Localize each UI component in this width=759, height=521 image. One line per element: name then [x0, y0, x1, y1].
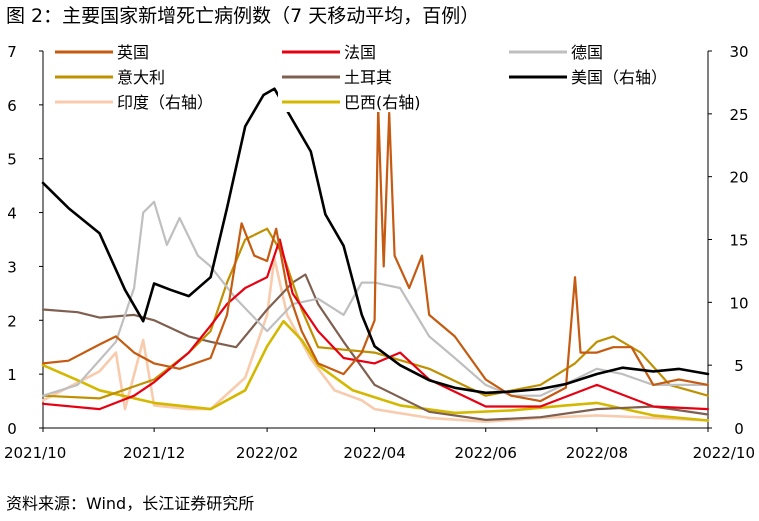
x-tick-label: 2022/08 — [566, 444, 628, 462]
legend-backdrop — [51, 42, 227, 62]
y-left-tick-label: 6 — [7, 97, 17, 115]
source-note: 资料来源：Wind，长江证券研究所 — [6, 494, 255, 513]
y-right-tick-label: 10 — [729, 294, 748, 312]
legend-backdrop — [505, 42, 681, 62]
series-line-5 — [41, 87, 710, 395]
legend-label: 美国（右轴） — [571, 68, 667, 87]
x-tick-label: 2022/06 — [455, 444, 517, 462]
legend-label: 法国 — [344, 43, 376, 62]
x-tick-label: 2022/10 — [693, 444, 755, 462]
series-line-6 — [41, 257, 710, 424]
chart-title: 图 2：主要国家新增死亡病例数（7 天移动平均，百例） — [6, 5, 480, 27]
y-left-tick-label: 3 — [7, 258, 17, 276]
x-tick-label: 2022/04 — [343, 444, 405, 462]
y-left-tick-label: 0 — [7, 420, 17, 438]
legend-label: 德国 — [571, 43, 603, 62]
y-left-tick-label: 4 — [7, 205, 17, 223]
y-right-tick-label: 30 — [729, 43, 748, 61]
y-left-tick-label: 7 — [7, 43, 17, 61]
series-line-2 — [41, 200, 710, 397]
y-right-tick-label: 15 — [729, 232, 748, 250]
legend-backdrop — [278, 92, 454, 112]
x-tick-label: 2021/12 — [123, 444, 185, 462]
y-left-tick-label: 2 — [7, 312, 17, 330]
x-tick-label: 2022/02 — [236, 444, 298, 462]
legend-backdrop — [505, 67, 681, 87]
series-line-3 — [41, 227, 710, 400]
legend-label: 印度（右轴） — [117, 93, 213, 112]
legend-backdrop — [51, 67, 227, 87]
y-left-tick-label: 5 — [7, 151, 17, 169]
legend-label: 英国 — [117, 43, 149, 62]
series-line-1 — [41, 238, 710, 411]
y-right-tick-label: 25 — [729, 106, 748, 124]
y-right-tick-label: 0 — [734, 420, 744, 438]
y-right-tick-label: 5 — [734, 357, 744, 375]
series-line-0 — [41, 106, 710, 403]
series-line-4 — [41, 273, 710, 421]
series-layer — [41, 87, 710, 424]
series-line-7 — [41, 319, 710, 422]
y-right-tick-label: 20 — [729, 169, 748, 187]
y-left-tick-label: 1 — [7, 366, 17, 384]
legend-backdrop — [51, 92, 227, 112]
chart-axes: 0 1 2 3 4 5 6 7 0 5 10 15 20 25 30 2021/10 2021/12 2022/0… — [4, 43, 755, 462]
legend-label: 巴西(右轴) — [344, 93, 421, 112]
legend-backdrop — [278, 67, 454, 87]
legend-backdrop — [278, 42, 454, 62]
x-tick-label: 2021/10 — [4, 444, 66, 462]
legend-label: 土耳其 — [344, 68, 392, 87]
legend-label: 意大利 — [117, 68, 165, 87]
